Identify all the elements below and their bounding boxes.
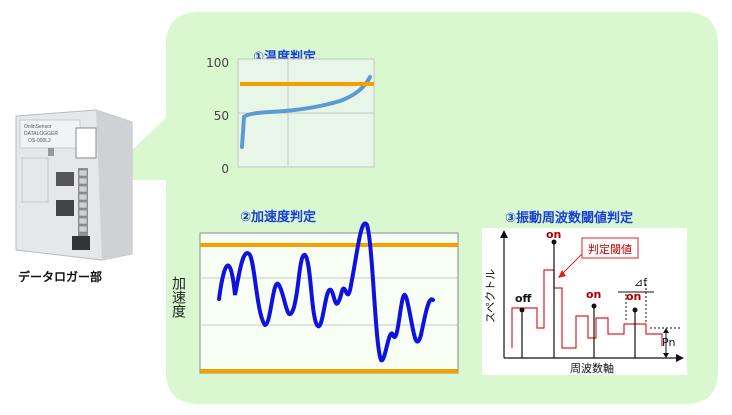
temp-tick-50: 50: [213, 109, 229, 123]
vibration-chart: 判定閾値 off on on on ⊿f Pn 周波数軸 スペクトル: [482, 228, 687, 375]
temperature-chart: [237, 58, 375, 168]
vibration-title: ③振動周波数閾値判定: [505, 211, 634, 226]
label-on-1: on: [546, 228, 561, 241]
label-delta-f: ⊿f: [634, 276, 648, 289]
temp-tick-100: 100: [206, 56, 229, 70]
device-brand-line1: OnlinSensor: [24, 124, 52, 130]
vib-xlabel: 周波数軸: [570, 361, 614, 375]
device-model: OS-000L2: [28, 138, 51, 144]
device-caption: データロガー部: [18, 270, 103, 284]
acceleration-ylabel: 加速度: [170, 276, 186, 322]
label-off: off: [515, 292, 532, 305]
datalogger-device: OnlinSensor DATALOGGER OS-000L2: [15, 109, 133, 261]
device-brand-line2: DATALOGGER: [24, 131, 58, 137]
label-pn: Pn: [662, 336, 675, 349]
label-on-2: on: [586, 288, 601, 301]
temp-tick-0: 0: [221, 162, 229, 176]
acceleration-title: ②加速度判定: [240, 210, 317, 225]
threshold-callout: 判定閾値: [588, 242, 632, 256]
acceleration-waveform: [217, 221, 435, 363]
vib-ylabel: スペクトル: [484, 269, 497, 323]
acceleration-ylabel-text: 加速度: [170, 276, 186, 318]
accel-plot-area: [199, 232, 459, 374]
temperature-curve: [240, 75, 372, 149]
vibration-spectrum: [511, 269, 663, 349]
acceleration-chart: [199, 221, 459, 374]
label-on-3: on: [626, 290, 641, 303]
threshold-callout-box: [581, 237, 639, 259]
usb-port-icon: [72, 236, 90, 250]
ethernet-port-icon: [56, 172, 74, 186]
